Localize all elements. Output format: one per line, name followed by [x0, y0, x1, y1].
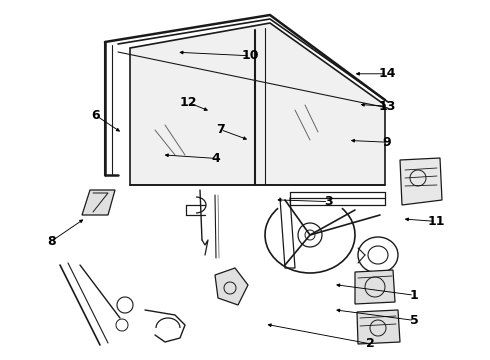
Polygon shape — [215, 268, 248, 305]
Polygon shape — [355, 270, 395, 304]
Text: 10: 10 — [241, 49, 259, 62]
Polygon shape — [82, 190, 115, 215]
Text: 9: 9 — [383, 136, 392, 149]
Text: 5: 5 — [410, 314, 418, 327]
Text: 11: 11 — [427, 215, 445, 228]
Text: 14: 14 — [378, 67, 396, 80]
Text: 8: 8 — [47, 235, 56, 248]
Text: 13: 13 — [378, 100, 396, 113]
Polygon shape — [400, 158, 442, 205]
Text: 6: 6 — [91, 109, 100, 122]
Text: 7: 7 — [216, 123, 225, 136]
Text: 2: 2 — [366, 337, 374, 350]
Text: 1: 1 — [410, 289, 418, 302]
Polygon shape — [357, 310, 400, 344]
Text: 12: 12 — [180, 96, 197, 109]
Text: 4: 4 — [211, 152, 220, 165]
Text: 3: 3 — [324, 195, 333, 208]
Polygon shape — [130, 23, 385, 185]
